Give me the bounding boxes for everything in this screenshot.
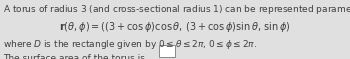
- FancyBboxPatch shape: [159, 45, 175, 57]
- Text: where $D$ is the rectangle given by $0 \leq \theta \leq 2\pi$, $0 \leq \phi \leq: where $D$ is the rectangle given by $0 \…: [3, 38, 257, 51]
- Text: The surface area of the torus is: The surface area of the torus is: [3, 54, 145, 59]
- Text: A torus of radius 3 (and cross-sectional radius 1) can be represented parametric: A torus of radius 3 (and cross-sectional…: [3, 2, 350, 17]
- Text: $\mathbf{r}(\theta, \phi) = ((3 + \cos\phi)\cos\theta,\,(3 + \cos\phi)\sin\theta: $\mathbf{r}(\theta, \phi) = ((3 + \cos\p…: [59, 20, 291, 34]
